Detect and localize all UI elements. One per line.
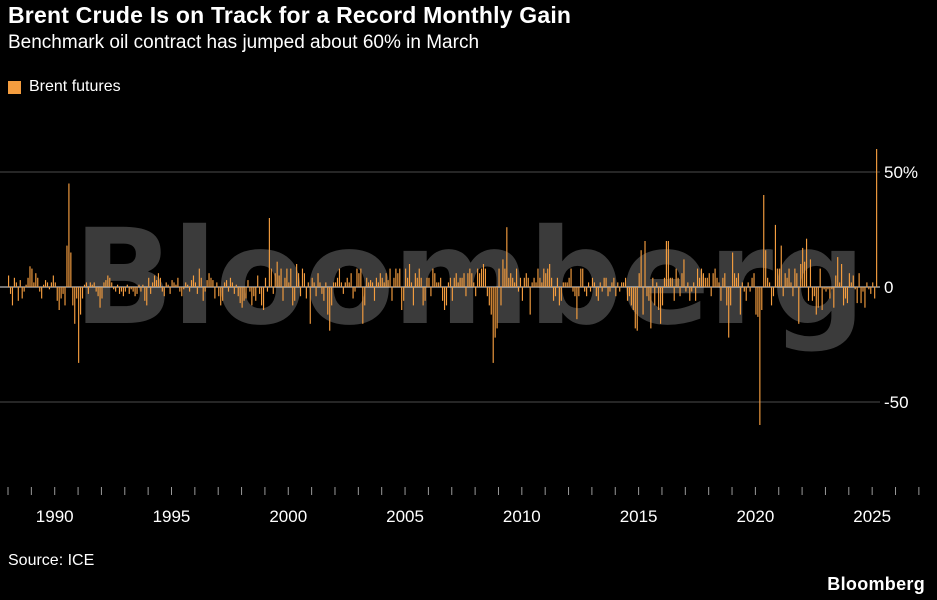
x-axis-year-label: 2010 [503,507,541,526]
y-axis-label: -50 [884,393,909,412]
legend: Brent futures [8,78,121,96]
x-axis-year-label: 2025 [853,507,891,526]
x-axis-year-label: 1995 [153,507,191,526]
x-axis-year-label: 2020 [736,507,774,526]
chart-title: Brent Crude Is on Track for a Record Mon… [8,2,572,28]
legend-swatch-icon [8,80,21,94]
x-axis-year-label: 2015 [620,507,658,526]
x-axis-year-label: 2000 [269,507,307,526]
source-note: Source: ICE [8,552,95,569]
x-axis-year-label: 1990 [36,507,74,526]
y-axis-label: 0 [884,278,893,297]
y-axis-label: 50% [884,163,918,182]
x-axis-year-label: 2005 [386,507,424,526]
legend-label: Brent futures [29,78,121,95]
bloomberg-logo: Bloomberg [827,574,925,594]
chart-subtitle: Benchmark oil contract has jumped about … [8,32,480,53]
